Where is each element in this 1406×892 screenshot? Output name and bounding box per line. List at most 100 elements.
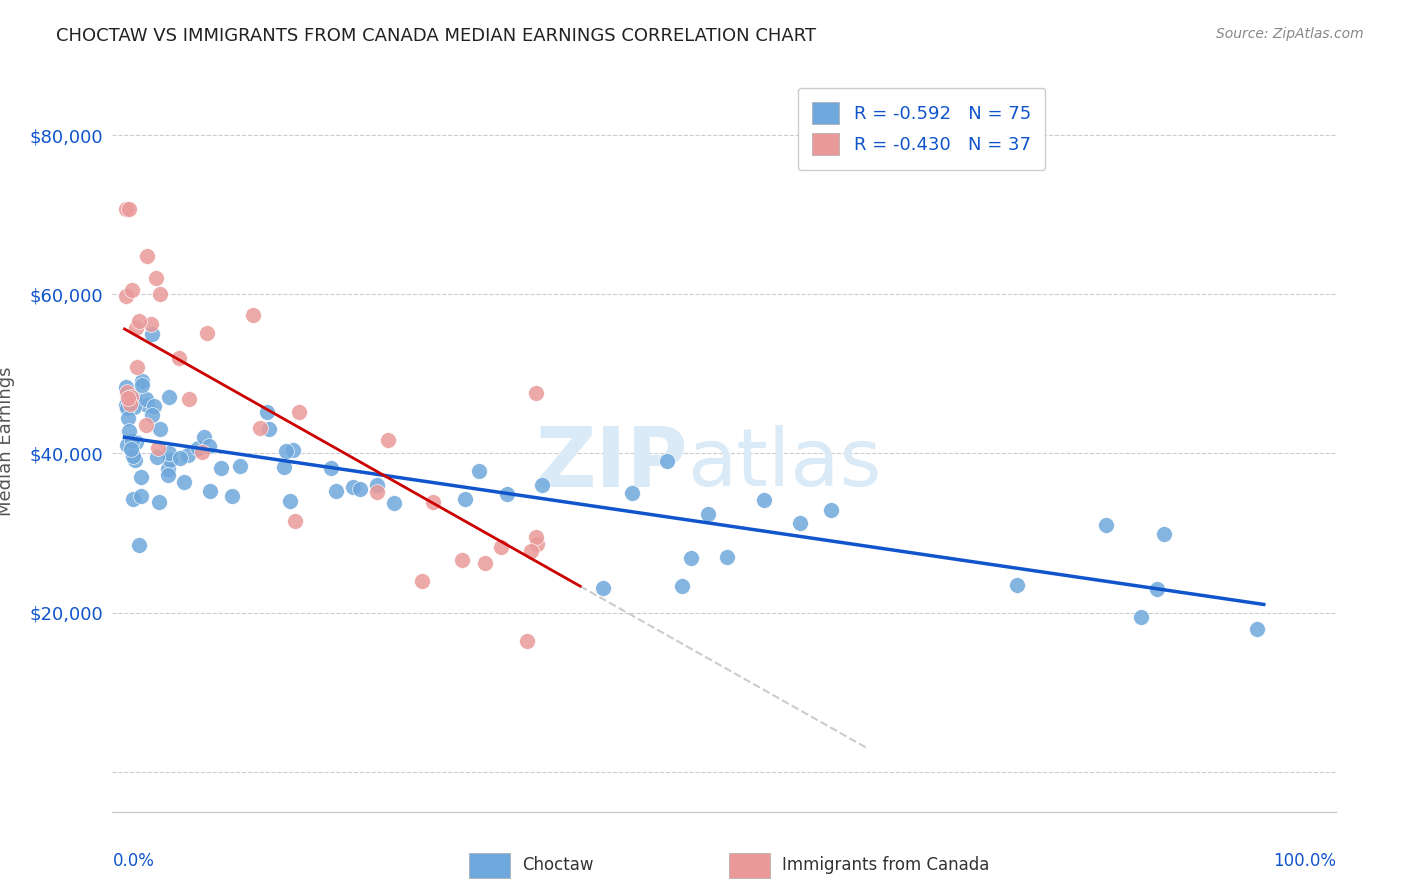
Point xyxy=(136,249,159,263)
Point xyxy=(125,435,148,450)
Point xyxy=(121,283,143,297)
Point xyxy=(120,390,142,404)
Point xyxy=(696,507,718,521)
Point xyxy=(198,484,221,499)
Point xyxy=(496,487,519,501)
Point xyxy=(193,429,215,443)
Point xyxy=(157,462,180,476)
Point xyxy=(128,538,150,552)
Point xyxy=(145,270,167,285)
Point xyxy=(122,401,145,415)
Point xyxy=(169,450,191,465)
Point xyxy=(524,385,547,400)
Point xyxy=(121,388,143,402)
Point xyxy=(118,202,141,216)
Point xyxy=(422,495,444,509)
Text: Source: ZipAtlas.com: Source: ZipAtlas.com xyxy=(1216,27,1364,41)
Point xyxy=(276,444,298,458)
Point xyxy=(131,378,153,392)
Point xyxy=(209,461,232,475)
Point xyxy=(342,480,364,494)
Point xyxy=(716,550,738,565)
Point xyxy=(114,289,136,303)
Point xyxy=(284,514,307,528)
Point xyxy=(187,441,209,455)
Point xyxy=(530,477,553,491)
Point xyxy=(159,453,181,467)
Point xyxy=(149,422,172,436)
Point xyxy=(135,392,157,407)
Point xyxy=(474,556,496,570)
Point xyxy=(454,491,477,506)
Point xyxy=(121,491,143,506)
Point xyxy=(156,468,179,483)
Point xyxy=(620,485,643,500)
Point xyxy=(191,445,214,459)
Point xyxy=(516,634,538,648)
Point xyxy=(278,494,301,508)
Point xyxy=(491,541,513,555)
Point xyxy=(129,490,152,504)
Point xyxy=(1005,577,1028,591)
Point xyxy=(125,321,148,335)
Point xyxy=(167,351,190,365)
Legend: R = -0.592   N = 75, R = -0.430   N = 37: R = -0.592 N = 75, R = -0.430 N = 37 xyxy=(797,87,1045,169)
Point xyxy=(136,398,159,412)
Point xyxy=(526,537,548,551)
Point xyxy=(382,496,405,510)
Point xyxy=(157,445,180,459)
Point xyxy=(176,448,198,462)
Text: atlas: atlas xyxy=(688,425,882,503)
Y-axis label: Median Earnings: Median Earnings xyxy=(0,367,15,516)
Point xyxy=(524,530,547,544)
Point xyxy=(157,390,180,404)
Point xyxy=(124,453,146,467)
Point xyxy=(122,393,145,408)
Point xyxy=(117,411,139,425)
Point xyxy=(349,482,371,496)
Point xyxy=(146,450,169,464)
Point xyxy=(129,469,152,483)
Text: 0.0%: 0.0% xyxy=(112,853,155,871)
Bar xyxy=(470,853,510,878)
Point xyxy=(249,421,271,435)
Point xyxy=(671,578,693,592)
Point xyxy=(288,405,311,419)
Point xyxy=(198,439,221,453)
Point xyxy=(820,503,842,517)
Point xyxy=(319,460,342,475)
Point xyxy=(148,441,170,455)
Point xyxy=(754,493,776,508)
Point xyxy=(141,327,163,342)
Point xyxy=(468,464,491,478)
Point xyxy=(657,454,679,468)
Point xyxy=(366,485,388,500)
Point xyxy=(1146,582,1168,596)
Point xyxy=(1246,622,1268,636)
Point xyxy=(1094,517,1116,532)
Point xyxy=(135,417,157,432)
Point xyxy=(125,360,148,375)
Point xyxy=(149,287,172,301)
Point xyxy=(592,581,614,595)
Point xyxy=(256,405,278,419)
Point xyxy=(115,380,138,394)
Point xyxy=(121,434,143,448)
Point xyxy=(281,443,304,458)
Point xyxy=(148,495,170,509)
Point xyxy=(117,391,139,405)
Text: CHOCTAW VS IMMIGRANTS FROM CANADA MEDIAN EARNINGS CORRELATION CHART: CHOCTAW VS IMMIGRANTS FROM CANADA MEDIAN… xyxy=(56,27,817,45)
Point xyxy=(1129,610,1152,624)
Point xyxy=(141,317,163,331)
Point xyxy=(242,308,264,322)
Point xyxy=(122,449,145,463)
Point xyxy=(177,392,200,407)
Point xyxy=(120,442,142,456)
Point xyxy=(128,314,150,328)
Point xyxy=(114,397,136,411)
Point xyxy=(325,484,347,499)
Text: 100.0%: 100.0% xyxy=(1272,853,1336,871)
Point xyxy=(789,516,811,530)
Point xyxy=(520,544,543,558)
Point xyxy=(1153,527,1175,541)
